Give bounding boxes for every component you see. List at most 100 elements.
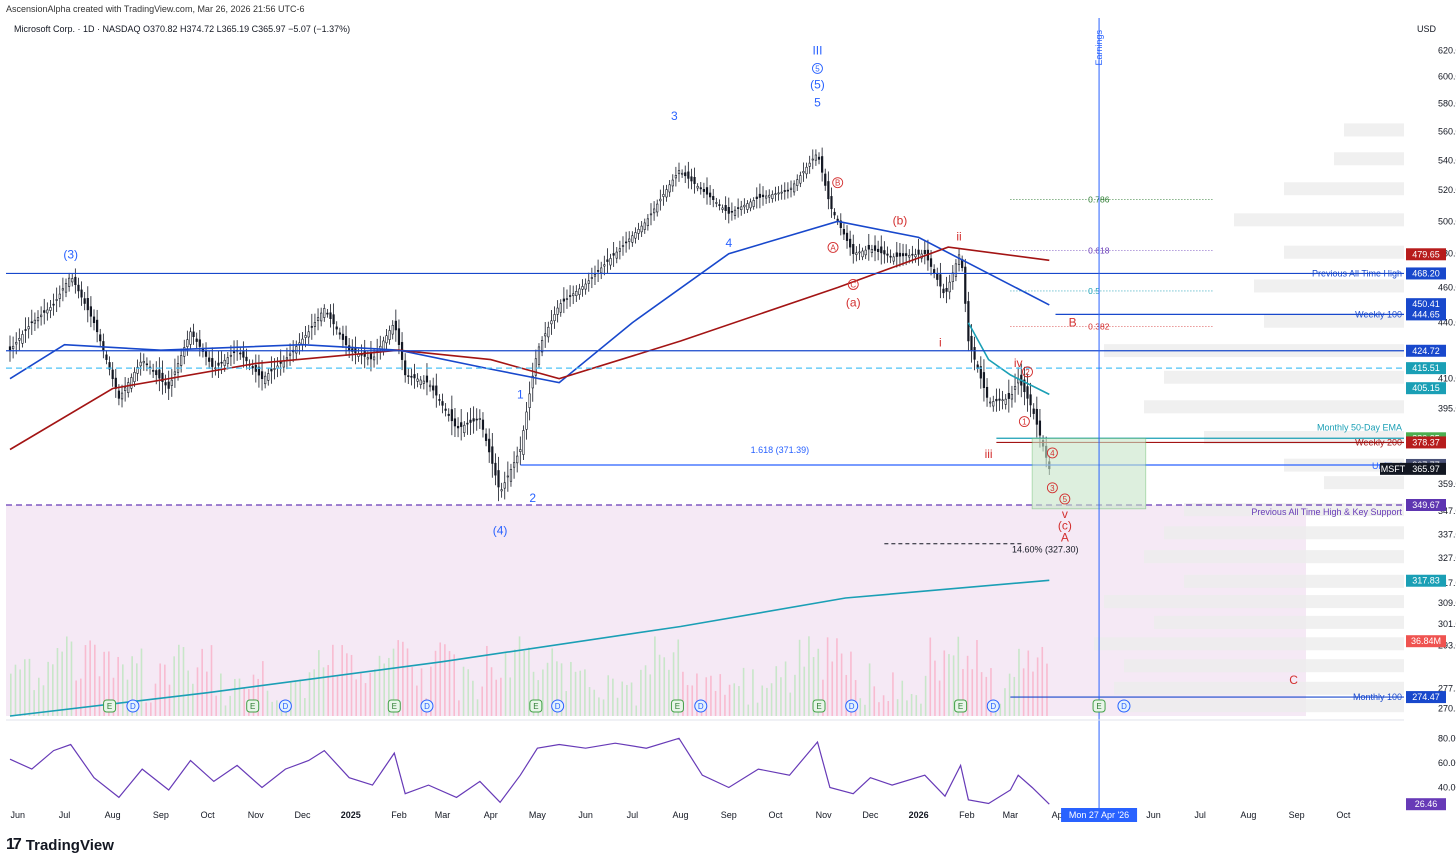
candle-body (715, 202, 718, 204)
dividend-marker-icon[interactable] (420, 699, 434, 713)
volume-bar (882, 695, 885, 716)
candle-body (933, 269, 936, 274)
candle-body (80, 289, 83, 298)
candle-body (335, 326, 338, 330)
candle-body (817, 156, 821, 160)
x-axis-tick-label: Aug (673, 810, 689, 820)
volume-bar (864, 704, 866, 716)
volume-bar (1036, 657, 1039, 716)
volume-bar (33, 690, 35, 716)
candle-body (120, 392, 124, 400)
earnings-marker-icon[interactable] (954, 699, 968, 713)
earnings-marker-icon[interactable] (103, 699, 117, 713)
x-axis-tick-label: Mar (435, 810, 451, 820)
y-axis-tick-label: 440.00 (1438, 318, 1456, 328)
earnings-marker-icon[interactable] (529, 699, 543, 713)
volume-bar (257, 678, 259, 716)
wave-label-blue: (5) (810, 78, 825, 92)
volume-bar (150, 702, 152, 716)
volume-bar (542, 669, 544, 716)
dividend-marker-icon[interactable] (278, 699, 292, 713)
volume-bar (985, 676, 988, 716)
candle-body (170, 379, 173, 386)
earnings-marker-icon[interactable] (812, 699, 826, 713)
candle-body (858, 251, 861, 254)
candle-body (71, 278, 74, 283)
volume-bar (136, 663, 138, 716)
volume-bar (383, 663, 385, 716)
earnings-marker-icon[interactable] (246, 699, 260, 713)
candle-body (450, 409, 453, 422)
candle-body (628, 238, 631, 242)
wave-label-red: (a) (846, 296, 861, 310)
volume-bar (738, 686, 740, 716)
dividend-marker-icon[interactable] (126, 699, 140, 713)
volume-bar (514, 649, 516, 716)
candle-body (425, 375, 429, 383)
volume-profile-bar (1144, 400, 1404, 414)
candle-body (905, 253, 908, 256)
candle-body (257, 366, 261, 376)
volume-bar (780, 677, 782, 716)
candle-body (24, 329, 27, 331)
wave-label-red-circle (1059, 493, 1071, 505)
volume-bar (402, 641, 404, 716)
candle-body (155, 370, 158, 376)
volume-bar (140, 648, 143, 716)
volume-bar (448, 651, 451, 716)
candle-body (556, 307, 559, 315)
volume-bar (196, 667, 199, 716)
dividend-marker-icon[interactable] (694, 699, 708, 713)
candle-body (36, 317, 40, 322)
volume-bar (430, 666, 432, 716)
price-tag (1406, 267, 1446, 280)
volume-bar (481, 686, 484, 716)
wave-label-blue: (4) (493, 523, 508, 537)
volume-bar (238, 678, 241, 716)
dividend-marker-text: D (130, 702, 136, 711)
wave-label-blue: 1 (517, 387, 524, 401)
wave-label-red: (c) (1058, 519, 1072, 533)
candle-body (758, 193, 761, 198)
earnings-marker-icon[interactable] (387, 699, 401, 713)
volume-profile-bar (1334, 152, 1404, 166)
volume-bar (551, 648, 554, 716)
level-label: Weekly 100 (1355, 309, 1402, 319)
wave-label-red-circle (1046, 447, 1058, 459)
earnings-marker-icon[interactable] (1092, 699, 1106, 713)
earnings-marker-icon[interactable] (670, 699, 684, 713)
candle-body (27, 326, 30, 330)
candle-body (1029, 394, 1032, 406)
price-tag-text: 444.65 (1412, 309, 1440, 319)
y-axis-tick-label: 560.00 (1438, 126, 1456, 136)
candle-body (385, 335, 388, 344)
x-axis-tick-label: Sep (721, 810, 737, 820)
dividend-marker-text: D (990, 702, 996, 711)
candle-body (693, 177, 696, 184)
y-axis-tick-label: 337.00 (1438, 529, 1456, 539)
volume-profile-bar (1254, 279, 1404, 293)
dividend-marker-icon[interactable] (986, 699, 1000, 713)
candle-body (460, 422, 463, 427)
volume-bar (649, 674, 652, 716)
dividend-marker-icon[interactable] (1117, 699, 1131, 713)
support-zone-shading (6, 504, 1306, 716)
candle-body (749, 201, 752, 209)
candle-body (973, 347, 976, 360)
volume-bar (579, 670, 582, 716)
dividend-marker-icon[interactable] (845, 699, 859, 713)
volume-profile-bar (1164, 526, 1404, 540)
dividend-marker-icon[interactable] (551, 699, 565, 713)
candle-body (690, 176, 693, 182)
candle-body (849, 238, 852, 248)
candle-body (369, 352, 373, 360)
volume-bar (976, 639, 978, 716)
candle-body (746, 203, 749, 210)
currency-label[interactable]: USD (1416, 24, 1436, 34)
volume-bar (192, 683, 194, 716)
y-axis-tick-label: 410.00 (1438, 374, 1456, 384)
volume-bar (532, 671, 535, 716)
volume-bar (364, 683, 367, 716)
candle-body (484, 433, 488, 441)
